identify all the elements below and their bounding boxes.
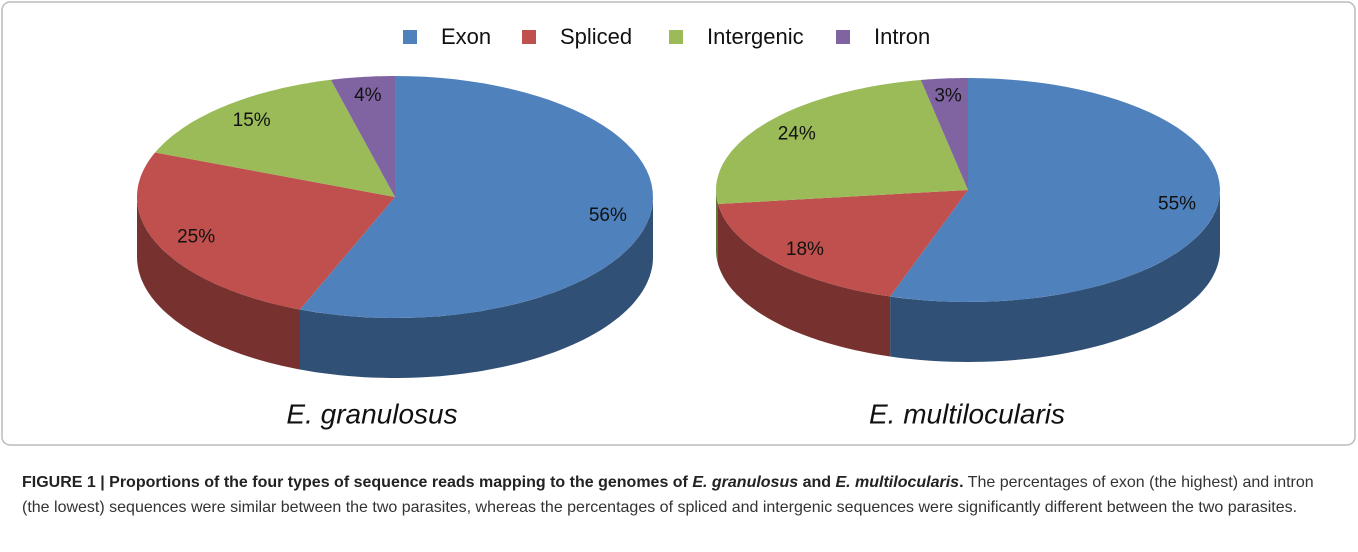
- pie-side: [137, 197, 300, 370]
- legend-swatch: [522, 30, 536, 44]
- legend-label: Spliced: [560, 24, 632, 49]
- pie-slice: [330, 76, 395, 197]
- pie-title: E. granulosus: [286, 398, 457, 429]
- slice-label: 24%: [778, 124, 816, 145]
- pie-slice: [890, 78, 1220, 302]
- legend-label: Intron: [874, 24, 930, 49]
- caption-text: The percentages of exon (the highest) an…: [22, 474, 1314, 516]
- pie-slice: [155, 79, 395, 197]
- caption-species: E. multilocularis: [835, 474, 960, 491]
- legend-swatch: [403, 30, 417, 44]
- pie-slice: [716, 80, 968, 204]
- pie-title: E. multilocularis: [869, 398, 1065, 429]
- pie-side: [716, 190, 718, 264]
- legend-label: Intergenic: [707, 24, 804, 49]
- slice-label: 56%: [589, 205, 627, 226]
- caption-species: E. granulosus: [692, 474, 799, 491]
- pie-slice: [137, 152, 395, 310]
- caption-bold: FIGURE 1 | Proportions of the four types…: [22, 474, 693, 491]
- slice-label: 4%: [354, 85, 382, 106]
- pie-side: [718, 204, 891, 357]
- caption: FIGURE 1 | Proportions of the four types…: [22, 470, 1340, 520]
- caption-bold: .: [959, 474, 964, 491]
- pie-side: [300, 197, 653, 378]
- slice-label: 25%: [177, 226, 215, 247]
- legend-swatch: [836, 30, 850, 44]
- caption-bold: and: [798, 474, 836, 491]
- slice-label: 55%: [1158, 194, 1196, 215]
- pie-slice: [920, 78, 968, 190]
- pie-slice: [718, 190, 968, 297]
- legend-swatch: [669, 30, 683, 44]
- pie-slice: [300, 76, 653, 318]
- slice-label: 18%: [786, 239, 824, 260]
- slice-label: 3%: [934, 85, 962, 106]
- slice-label: 15%: [233, 110, 271, 131]
- pie-side: [890, 190, 1220, 362]
- legend-label: Exon: [441, 24, 491, 49]
